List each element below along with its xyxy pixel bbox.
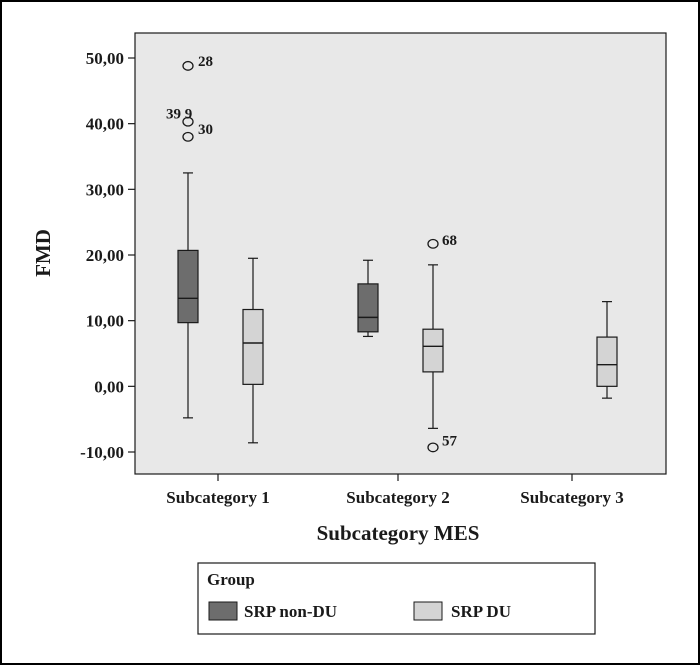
- legend: Group SRP non-DU SRP DU: [197, 562, 596, 635]
- y-tick-label: 0,00: [94, 377, 124, 396]
- box-srp-non-du-1: [177, 60, 199, 419]
- legend-swatch-srp-du: [413, 601, 443, 621]
- y-axis: -10,00 0,00 10,00 20,00 30,00 40,00 50,00: [80, 49, 135, 462]
- iqr-box: [357, 283, 379, 333]
- outlier-marker: [182, 60, 194, 71]
- outlier-label: 68: [442, 233, 457, 249]
- y-tick-label: 40,00: [86, 115, 124, 134]
- x-tick-label: Subcategory 1: [166, 488, 269, 507]
- legend-box: [197, 562, 596, 635]
- y-tick-label: 50,00: [86, 49, 124, 68]
- iqr-box: [242, 308, 264, 385]
- y-tick-label: 10,00: [86, 312, 124, 331]
- outlier-label: 39 9: [166, 107, 192, 123]
- outlier-label: 57: [442, 433, 458, 449]
- outlier-marker: [427, 238, 439, 249]
- outlier-marker: [182, 116, 194, 127]
- outlier-marker: [427, 442, 439, 453]
- box-srp-du-2: [422, 238, 444, 453]
- y-tick-label: 30,00: [86, 180, 124, 199]
- y-axis-title: FMD: [31, 229, 55, 277]
- y-tick-label: 20,00: [86, 246, 124, 265]
- x-axis-title: Subcategory MES: [317, 521, 480, 545]
- outlier-marker: [182, 131, 194, 142]
- box-srp-du-3: [596, 301, 618, 399]
- boxes-layer: 28 39 9 30 68 57: [166, 54, 618, 453]
- outlier-label: 28: [198, 54, 213, 70]
- plot-area: [134, 32, 667, 475]
- iqr-box: [422, 328, 444, 373]
- box-srp-du-1: [242, 257, 264, 444]
- legend-swatch-srp-non-du: [208, 601, 238, 621]
- iqr-box: [596, 336, 618, 387]
- x-axis: Subcategory 1 Subcategory 2 Subcategory 3: [166, 474, 624, 507]
- legend-title: Group: [207, 570, 255, 589]
- outlier-label: 30: [198, 122, 213, 138]
- legend-label-srp-du: SRP DU: [451, 602, 511, 621]
- x-tick-label: Subcategory 2: [346, 488, 449, 507]
- legend-label-srp-non-du: SRP non-DU: [244, 602, 337, 621]
- iqr-box: [177, 249, 199, 324]
- box-srp-non-du-2: [357, 259, 379, 338]
- x-tick-label: Subcategory 3: [520, 488, 623, 507]
- y-tick-label: -10,00: [80, 443, 124, 462]
